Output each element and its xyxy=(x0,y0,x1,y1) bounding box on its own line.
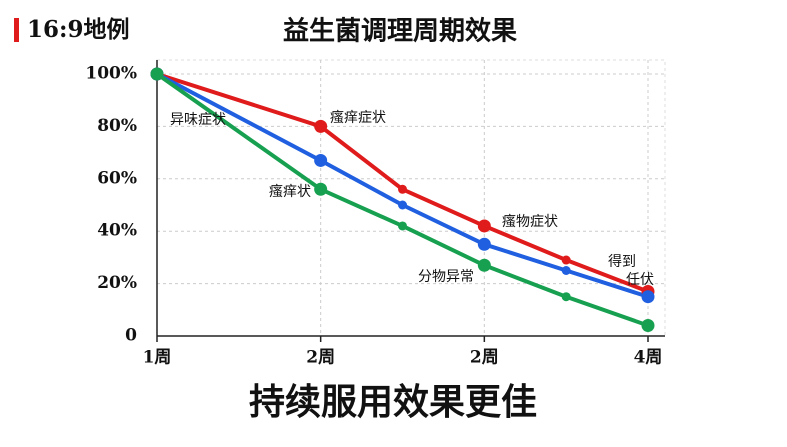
chart-title: 益生菌调理周期效果 xyxy=(283,16,517,47)
caption: 持续服用效果更佳 xyxy=(249,382,537,423)
badge: 16:9地例 xyxy=(27,16,130,43)
y-tick-label: 20% xyxy=(97,273,137,293)
point xyxy=(561,255,571,265)
point xyxy=(398,221,407,231)
y-tick-label: 80% xyxy=(97,116,137,136)
x-tick-label: 2周 xyxy=(470,348,499,368)
point xyxy=(477,219,491,233)
series-line xyxy=(155,72,649,328)
x-tick-label: 2周 xyxy=(306,348,335,368)
annotation: 得到 xyxy=(608,253,636,270)
series-line xyxy=(156,72,649,299)
x-tick-label: 1周 xyxy=(143,348,172,368)
x-tick-label: 4周 xyxy=(634,348,663,368)
series-line xyxy=(156,72,649,294)
point xyxy=(641,319,655,333)
annotation: 分物异常 xyxy=(418,269,474,285)
badge-bar xyxy=(14,18,19,42)
point xyxy=(398,200,407,210)
annotation: 异味症状 xyxy=(170,112,226,128)
point xyxy=(314,153,328,167)
y-tick-label: 60% xyxy=(97,168,137,188)
y-tick-label: 40% xyxy=(97,221,137,241)
point xyxy=(561,292,571,302)
y-tick-label: 100% xyxy=(85,64,137,84)
annotation: 任伏 xyxy=(626,272,654,288)
point xyxy=(314,182,328,196)
annotation: 瘙痒状 xyxy=(269,183,311,200)
point xyxy=(561,266,571,275)
point xyxy=(641,290,655,304)
point xyxy=(477,237,491,251)
point xyxy=(398,184,407,194)
y-tick-label: 0 xyxy=(125,326,137,346)
point xyxy=(314,119,328,133)
point xyxy=(477,258,491,272)
point xyxy=(150,67,164,81)
annotation: 瘙物症状 xyxy=(502,213,558,230)
annotation: 瘙痒症状 xyxy=(330,109,386,126)
plot-frame xyxy=(156,59,666,337)
